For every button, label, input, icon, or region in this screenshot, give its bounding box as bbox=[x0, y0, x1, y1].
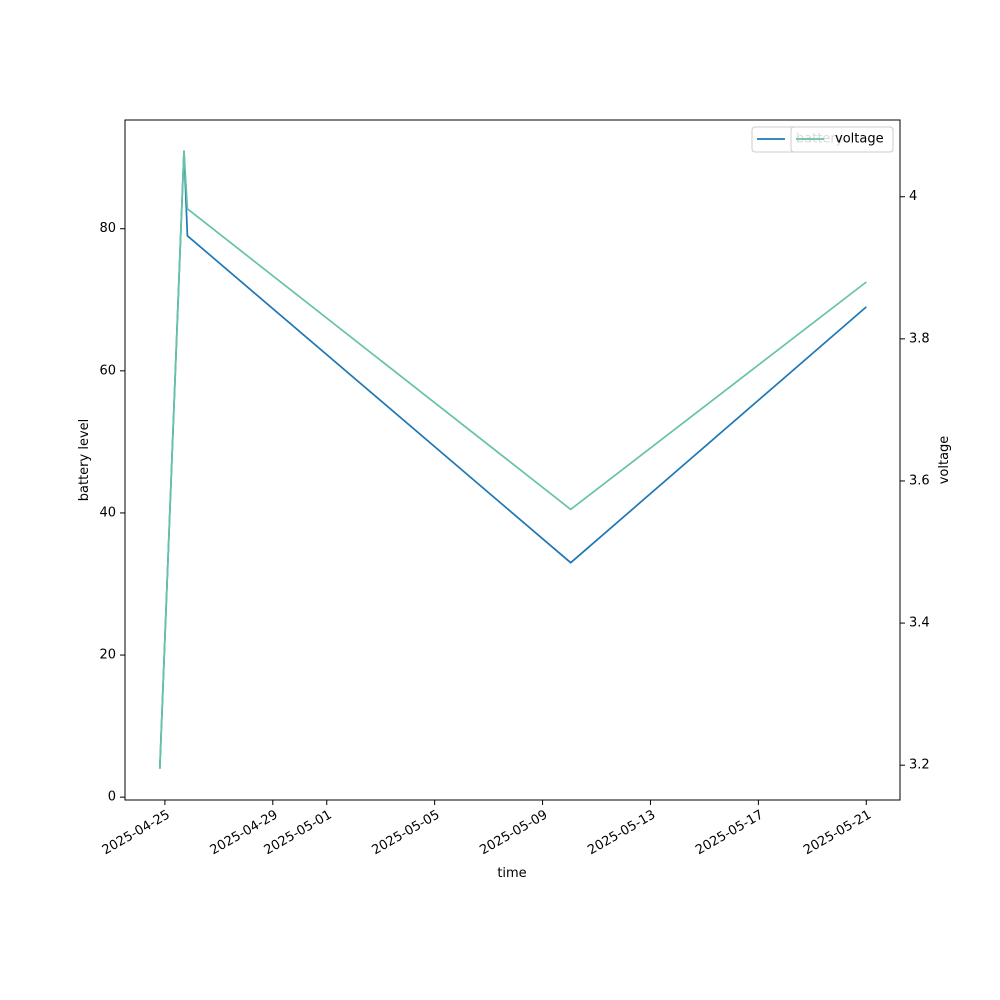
y2-tick-label: 3.4 bbox=[909, 616, 930, 631]
y2-tick-label: 3.8 bbox=[909, 331, 930, 346]
x-tick-label: 2025-05-13 bbox=[585, 808, 658, 859]
legend-label: voltage bbox=[835, 132, 884, 147]
y2-tick-label: 3.2 bbox=[909, 758, 930, 773]
y-tick-label: 0 bbox=[108, 790, 116, 805]
x-tick-label: 2025-05-21 bbox=[801, 808, 874, 859]
x-tick-label: 2025-04-25 bbox=[100, 808, 173, 859]
plot-frame bbox=[124, 119, 901, 801]
legend: voltage bbox=[790, 126, 894, 153]
line-series bbox=[158, 150, 867, 769]
y-tick-label: 60 bbox=[99, 363, 116, 378]
x-tick-label: 2025-05-17 bbox=[693, 808, 766, 859]
x-tick-label: 2025-05-05 bbox=[369, 808, 442, 859]
y2-tick-label: 3.6 bbox=[909, 473, 930, 488]
line-series bbox=[158, 150, 867, 769]
legend-box bbox=[790, 126, 894, 153]
y-tick-label: 80 bbox=[99, 221, 116, 236]
y2-axis-label: voltage bbox=[937, 436, 952, 485]
y-axis-label: battery level bbox=[77, 419, 92, 502]
y-tick-label: 20 bbox=[99, 648, 116, 663]
y2-tick-label: 4 bbox=[909, 189, 917, 204]
x-tick-label: 2025-05-09 bbox=[477, 808, 550, 859]
y-tick-label: 40 bbox=[99, 505, 116, 520]
x-axis-label: time bbox=[497, 866, 526, 881]
